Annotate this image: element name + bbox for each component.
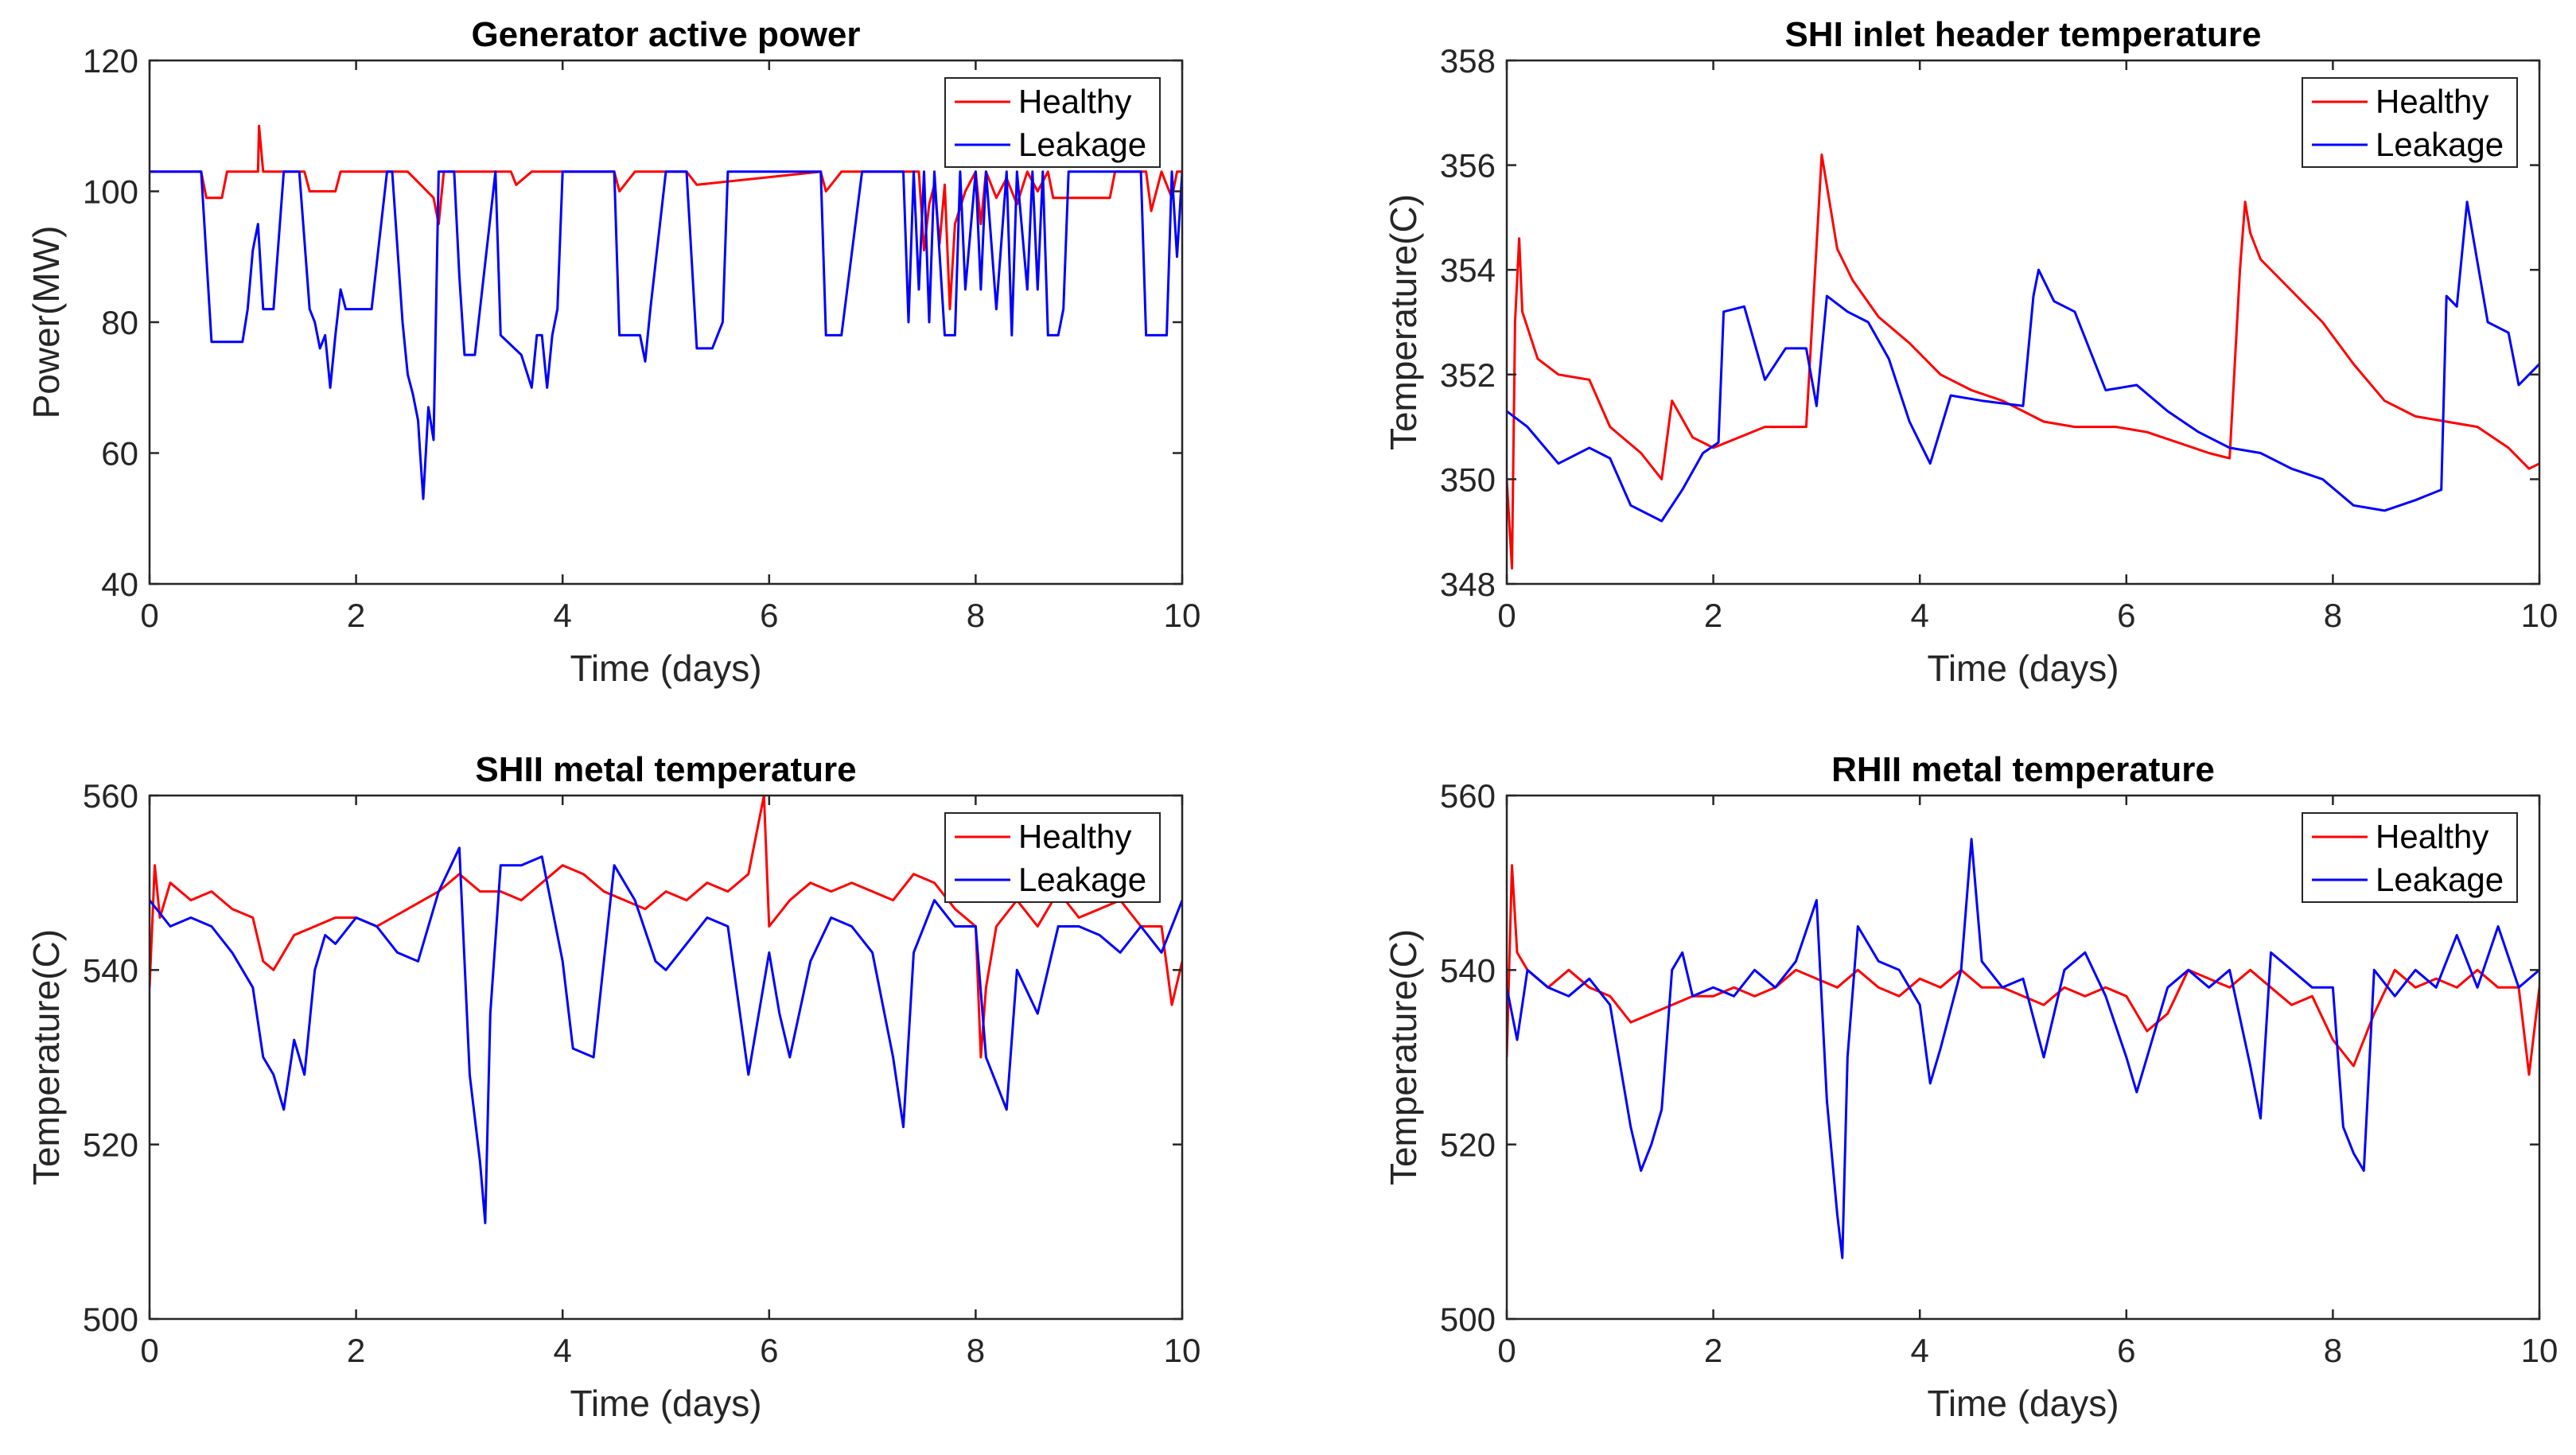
x-tick-label: 0 xyxy=(1497,597,1516,634)
legend: Healthy Leakage xyxy=(2302,812,2518,903)
y-tick-label: 40 xyxy=(101,566,138,603)
y-tick-label: 120 xyxy=(83,42,138,80)
x-tick-label: 8 xyxy=(2324,1332,2342,1369)
y-tick-label: 560 xyxy=(83,777,138,815)
axes-box xyxy=(1505,59,2541,586)
y-tick-label: 520 xyxy=(1440,1126,1496,1164)
x-tick-label: 2 xyxy=(347,1332,365,1369)
chart-title: SHII metal temperature xyxy=(475,750,856,789)
y-tick-label: 560 xyxy=(1440,777,1496,815)
x-axis-label: Time (days) xyxy=(570,648,761,689)
legend-label: Leakage xyxy=(1018,126,1146,163)
x-tick-label: 10 xyxy=(2521,597,2558,634)
chart-panel-2: 0 2 4 6 8 10 348 350 352 354 356 358 SHI inlet heade… xyxy=(1383,15,2558,689)
chart-panel-3: 0 2 4 6 8 10 500 520 540 560 SHII metal temperatur… xyxy=(25,750,1200,1424)
y-tick-label: 100 xyxy=(83,173,138,211)
legend: Healthy Leakage xyxy=(944,77,1161,168)
legend: Healthy Leakage xyxy=(2302,77,2518,168)
x-tick-label: 4 xyxy=(1911,1332,1929,1369)
x-tick-label: 10 xyxy=(1164,597,1201,634)
x-tick-label: 2 xyxy=(1704,597,1722,634)
y-tick-label: 348 xyxy=(1440,566,1496,603)
x-tick-label: 8 xyxy=(2324,597,2342,634)
x-tick-label: 6 xyxy=(760,597,778,634)
y-tick-label: 500 xyxy=(83,1301,138,1338)
x-axis-label: Time (days) xyxy=(1927,648,2119,689)
series-line-leakage xyxy=(1507,838,2539,1259)
y-tick-label: 358 xyxy=(1440,42,1496,80)
chart-title: RHII metal temperature xyxy=(1831,750,2215,789)
y-axis-label: Temperature(C) xyxy=(25,929,67,1185)
legend-label: Healthy xyxy=(1018,818,1131,855)
x-tick-label: 8 xyxy=(967,597,985,634)
axes-box xyxy=(1505,794,2541,1321)
y-axis-label: Temperature(C) xyxy=(1383,194,1424,450)
chart-panel-4: 0 2 4 6 8 10 500 520 540 560 RHII metal temperatur… xyxy=(1383,750,2558,1424)
x-tick-label: 4 xyxy=(554,597,572,634)
legend-label: Leakage xyxy=(2376,861,2504,898)
series-line-healthy xyxy=(1507,153,2539,570)
axes-box xyxy=(148,794,1184,1321)
series-line-leakage xyxy=(1507,200,2539,523)
y-tick-label: 350 xyxy=(1440,461,1496,498)
x-tick-label: 0 xyxy=(140,597,158,634)
x-tick-label: 6 xyxy=(760,1332,778,1369)
chart-title: SHI inlet header temperature xyxy=(1784,15,2261,54)
y-axis-label: Temperature(C) xyxy=(1383,929,1424,1185)
chart-panel-1: 0 2 4 6 8 10 40 60 80 100 120 Generator active powe… xyxy=(25,15,1200,689)
x-tick-label: 0 xyxy=(1497,1332,1516,1369)
y-tick-label: 540 xyxy=(1440,951,1496,989)
y-tick-label: 500 xyxy=(1440,1301,1496,1338)
x-tick-label: 6 xyxy=(2117,597,2135,634)
y-tick-label: 354 xyxy=(1440,251,1496,289)
y-tick-label: 80 xyxy=(101,304,138,341)
x-tick-label: 4 xyxy=(1911,597,1929,634)
x-tick-label: 2 xyxy=(347,597,365,634)
legend-box xyxy=(2302,77,2518,168)
y-axis-label: Power(MW) xyxy=(25,226,67,419)
series-line-leakage xyxy=(150,170,1182,500)
legend-label: Leakage xyxy=(2376,126,2504,163)
x-tick-label: 4 xyxy=(554,1332,572,1369)
legend: Healthy Leakage xyxy=(944,812,1161,903)
legend-box xyxy=(2302,812,2518,903)
legend-box xyxy=(944,812,1161,903)
series-line-healthy xyxy=(1507,864,2539,1076)
y-tick-label: 356 xyxy=(1440,147,1496,185)
y-tick-label: 60 xyxy=(101,435,138,473)
x-tick-label: 6 xyxy=(2117,1332,2135,1369)
y-tick-label: 520 xyxy=(83,1126,138,1164)
legend-label: Healthy xyxy=(2376,818,2488,855)
x-axis-label: Time (days) xyxy=(1927,1383,2119,1424)
legend-label: Healthy xyxy=(1018,83,1131,120)
legend-box xyxy=(944,77,1161,168)
x-axis-label: Time (days) xyxy=(570,1383,761,1424)
y-tick-label: 352 xyxy=(1440,356,1496,394)
y-tick-label: 540 xyxy=(83,951,138,989)
legend-label: Leakage xyxy=(1018,861,1146,898)
x-tick-label: 8 xyxy=(967,1332,985,1369)
x-tick-label: 0 xyxy=(140,1332,158,1369)
series-line-leakage xyxy=(150,846,1182,1224)
chart-title: Generator active power xyxy=(471,15,860,54)
x-tick-label: 2 xyxy=(1704,1332,1722,1369)
legend-label: Healthy xyxy=(2376,83,2488,120)
x-tick-label: 10 xyxy=(1164,1332,1201,1369)
series-line-healthy xyxy=(150,796,1182,1059)
series-line-healthy xyxy=(150,124,1182,311)
x-tick-label: 10 xyxy=(2521,1332,2558,1369)
